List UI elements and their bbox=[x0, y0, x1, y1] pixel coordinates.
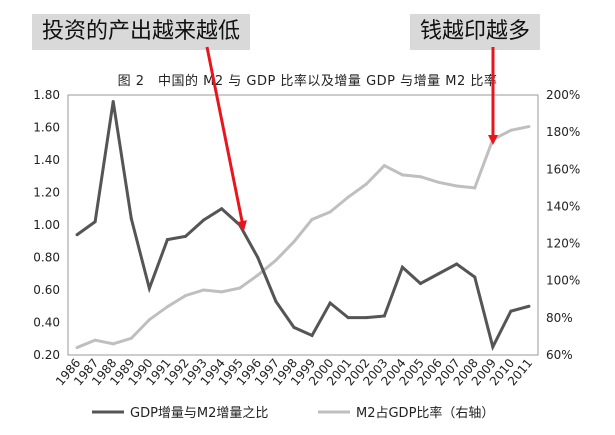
legend-label-series-2: M2占GDP比率（右轴） bbox=[356, 405, 494, 421]
m2-gdp-ratio-point bbox=[184, 294, 187, 298]
m2-gdp-ratio-point bbox=[220, 290, 224, 294]
m2-gdp-ratio-point bbox=[364, 182, 368, 186]
gdp-m2-increment-ratio-point bbox=[346, 316, 350, 320]
left-axis-tick-label: 1.40 bbox=[33, 153, 60, 167]
right-axis-tick-label: 140% bbox=[546, 199, 580, 213]
gdp-m2-increment-ratio-point bbox=[310, 334, 314, 337]
left-axis-tick-label: 0.20 bbox=[33, 348, 60, 362]
gdp-m2-increment-ratio-point bbox=[509, 309, 513, 313]
left-axis-tick-label: 1.20 bbox=[33, 186, 60, 200]
m2-gdp-ratio-point bbox=[527, 125, 531, 129]
m2-gdp-ratio-point bbox=[75, 346, 79, 350]
m2-gdp-ratio-point bbox=[147, 318, 151, 322]
annotation-left-callout: 投资的产出越来越低 bbox=[32, 14, 251, 50]
gdp-m2-increment-ratio-line bbox=[76, 101, 530, 352]
gdp-m2-increment-ratio-point bbox=[491, 345, 495, 349]
gdp-m2-increment-ratio-point bbox=[400, 265, 404, 269]
m2-gdp-ratio-point bbox=[165, 305, 169, 309]
right-axis-tick-label: 200% bbox=[546, 88, 580, 102]
m2-gdp-ratio-point bbox=[310, 217, 314, 221]
m2-gdp-ratio-point bbox=[473, 186, 477, 190]
left-axis-tick-label: 0.60 bbox=[33, 283, 60, 297]
gdp-m2-increment-ratio-point bbox=[238, 223, 242, 227]
gdp-m2-increment-ratio-point bbox=[364, 316, 368, 320]
left-axis-tick-label: 0.40 bbox=[33, 316, 60, 330]
right-axis-tick-label: 120% bbox=[546, 237, 580, 251]
m2-gdp-ratio-point bbox=[328, 210, 332, 214]
right-axis-tick-label: 160% bbox=[546, 162, 580, 176]
m2-gdp-ratio-line bbox=[76, 125, 530, 349]
legend: GDP增量与M2增量之比 M2占GDP比率（右轴） bbox=[92, 405, 494, 421]
arrow-left bbox=[205, 46, 247, 231]
m2-gdp-ratio-point bbox=[202, 288, 206, 292]
gdp-m2-increment-ratio-point bbox=[382, 314, 386, 318]
m2-gdp-ratio-point bbox=[292, 240, 296, 244]
gdp-m2-increment-ratio-point bbox=[129, 217, 133, 220]
gdp-m2-increment-ratio-point bbox=[274, 299, 278, 303]
right-axis-tick-label: 60% bbox=[546, 348, 573, 362]
left-axis-tick-label: 1.60 bbox=[33, 121, 60, 135]
gdp-m2-increment-ratio-point bbox=[455, 262, 459, 266]
left-axis-tick-label: 0.80 bbox=[33, 251, 60, 265]
m2-gdp-ratio-point bbox=[419, 175, 422, 179]
gdp-m2-increment-ratio-point bbox=[93, 220, 97, 224]
m2-gdp-ratio-point bbox=[93, 338, 97, 342]
m2-gdp-ratio-point bbox=[111, 342, 115, 346]
legend-label-series-1: GDP增量与M2增量之比 bbox=[130, 406, 268, 421]
gdp-m2-increment-ratio-point bbox=[220, 207, 224, 211]
m2-gdp-ratio-point bbox=[238, 286, 242, 290]
m2-gdp-ratio-point bbox=[509, 128, 513, 132]
gdp-m2-increment-ratio-point bbox=[184, 234, 187, 238]
right-axis-tick-label: 180% bbox=[546, 125, 580, 139]
annotation-right-callout: 钱越印越多 bbox=[410, 14, 541, 50]
left-axis-tick-label: 1.80 bbox=[33, 88, 60, 102]
right-axis-tick-label: 80% bbox=[546, 311, 573, 325]
annotation-right-text: 钱越印越多 bbox=[420, 19, 531, 44]
left-axis-tick-label: 1.00 bbox=[33, 218, 60, 232]
gdp-m2-increment-ratio-point bbox=[292, 325, 296, 329]
gdp-m2-increment-ratio-point bbox=[256, 256, 260, 259]
gdp-m2-increment-ratio-point bbox=[202, 218, 206, 222]
plot-frame bbox=[67, 94, 539, 356]
gdp-m2-increment-ratio-point bbox=[419, 282, 422, 285]
gdp-m2-increment-ratio-point bbox=[473, 275, 477, 279]
m2-gdp-ratio-point bbox=[346, 195, 350, 199]
right-axis-tick-label: 100% bbox=[546, 274, 580, 288]
gdp-m2-increment-ratio-point bbox=[437, 272, 441, 276]
m2-gdp-ratio-point bbox=[437, 180, 441, 184]
m2-gdp-ratio-point bbox=[129, 336, 133, 340]
gdp-m2-increment-ratio-point bbox=[165, 238, 169, 242]
m2-gdp-ratio-point bbox=[400, 173, 404, 177]
gdp-m2-increment-ratio-point bbox=[328, 301, 332, 305]
gdp-m2-increment-ratio-point bbox=[111, 100, 115, 103]
gdp-m2-increment-ratio-point bbox=[75, 233, 79, 237]
annotation-left-text: 投资的产出越来越低 bbox=[42, 19, 241, 44]
m2-gdp-ratio-point bbox=[455, 184, 459, 188]
m2-gdp-ratio-point bbox=[274, 258, 278, 262]
gdp-m2-increment-ratio-point bbox=[147, 286, 151, 290]
m2-gdp-ratio-point bbox=[256, 273, 260, 277]
gdp-m2-increment-ratio-point bbox=[527, 304, 531, 308]
m2-gdp-ratio-point bbox=[382, 164, 386, 168]
